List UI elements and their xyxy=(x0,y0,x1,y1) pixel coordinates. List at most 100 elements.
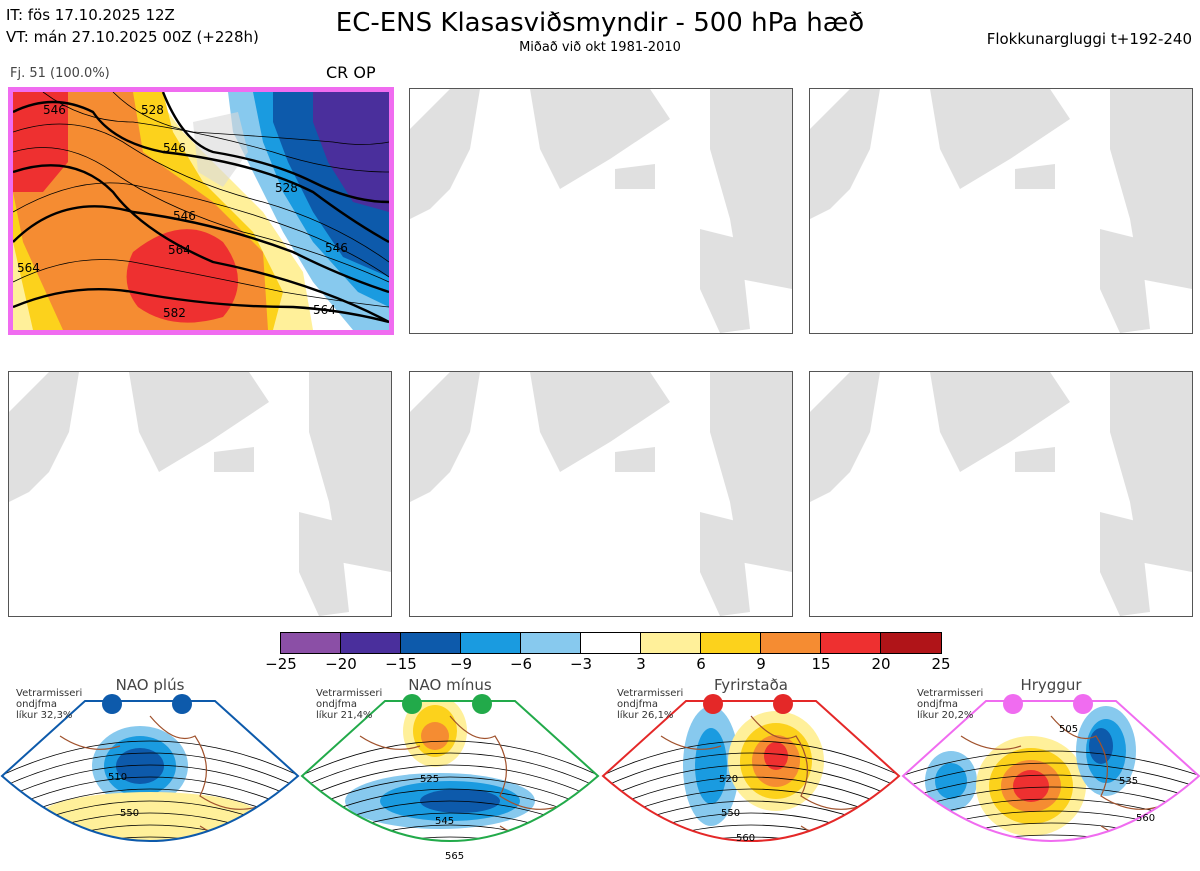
regime-marker xyxy=(102,694,122,714)
colorbar-swatch xyxy=(401,633,461,653)
contour-label: 560 xyxy=(1136,813,1155,824)
colorbar-tick-label: 25 xyxy=(931,655,951,673)
regime-marker xyxy=(773,694,793,714)
colorbar-tick-label: 9 xyxy=(756,655,766,673)
colorbar-swatch xyxy=(701,633,761,653)
contour-label: 528 xyxy=(275,181,298,195)
regime-info-line: Vetrarmisseri xyxy=(316,688,383,699)
regime-info: Vetrarmisseri ondjfma líkur 32,3% xyxy=(16,688,82,721)
colorbar-swatch xyxy=(881,633,941,653)
colorbar-tick-label: −6 xyxy=(509,655,533,673)
colorbar-swatch xyxy=(581,633,641,653)
regime-panel: 525 545 565 NAO mínus Vetrarmisseri ondjfma lí… xyxy=(300,676,600,871)
colorbar-tick-label: −25 xyxy=(265,655,297,673)
regime-map: 505 535 560 xyxy=(901,694,1200,842)
colorbar-tick-label: −3 xyxy=(569,655,593,673)
regime-info-line: líkur 20,2% xyxy=(917,710,974,721)
contour-label: 564 xyxy=(313,303,336,317)
cluster-map-2[interactable] xyxy=(409,88,793,334)
colorbar-swatch xyxy=(341,633,401,653)
regime-panel: 505 535 560 Hryggur Vetrarmisseri ondjfma líku… xyxy=(901,676,1200,871)
regime-title: NAO plús xyxy=(115,676,185,694)
contour-label: 546 xyxy=(173,209,196,223)
regime-map: 520 550 560 xyxy=(601,694,901,844)
regime-info-line: Vetrarmisseri xyxy=(617,688,684,699)
cluster-map-1[interactable]: 546 546 528 564 582 546 564 546 528 564 xyxy=(8,87,394,335)
contour-label: 550 xyxy=(721,808,740,819)
regime-panel: 510 550 NAO plús Vetrarmisseri ondjfma líkur … xyxy=(0,676,300,871)
regime-title: NAO mínus xyxy=(408,676,492,694)
cluster-map-4[interactable] xyxy=(8,371,392,617)
anomaly-map: 546 546 528 564 582 546 564 546 528 564 xyxy=(13,92,389,330)
colorbar-swatch xyxy=(821,633,881,653)
valid-time: VT: mán 27.10.2025 00Z (+228h) xyxy=(6,28,259,46)
contour-label: 528 xyxy=(141,103,164,117)
contour-label: 546 xyxy=(163,141,186,155)
cluster-map-5[interactable] xyxy=(409,371,793,617)
regime-info-line: Vetrarmisseri xyxy=(16,688,83,699)
map-background xyxy=(410,89,792,333)
colorbar-swatch xyxy=(281,633,341,653)
contour-label: 564 xyxy=(168,243,191,257)
run-info: IT: fös 17.10.2025 12Z VT: mán 27.10.202… xyxy=(6,4,259,48)
colorbar-swatch xyxy=(761,633,821,653)
map-background xyxy=(9,372,391,616)
regime-label: CR OP xyxy=(326,63,376,82)
regime-info-line: líkur 21,4% xyxy=(316,710,373,721)
page-subtitle: Miðað við okt 1981-2010 xyxy=(519,40,681,55)
initial-time: IT: fös 17.10.2025 12Z xyxy=(6,6,175,24)
regime-info-line: ondjfma xyxy=(316,699,357,710)
regime-info: Vetrarmisseri ondjfma líkur 21,4% xyxy=(316,688,382,721)
regime-marker xyxy=(472,694,492,714)
regime-info-line: líkur 32,3% xyxy=(16,710,73,721)
cluster-map-6[interactable] xyxy=(809,371,1193,617)
contour-label: 546 xyxy=(325,241,348,255)
contour-label: 546 xyxy=(43,103,66,117)
regime-marker xyxy=(402,694,422,714)
regime-marker xyxy=(703,694,723,714)
colorbar-tick-label: −15 xyxy=(385,655,417,673)
regime-info-line: ondjfma xyxy=(617,699,658,710)
regime-title: Fyrirstaða xyxy=(714,676,788,694)
colorbar-swatch xyxy=(521,633,581,653)
regime-panel: 520 550 560 Fyrirstaða Vetrarmisseri ondjfma l… xyxy=(601,676,901,871)
regime-info-line: ondjfma xyxy=(917,699,958,710)
map-background xyxy=(810,372,1192,616)
contour-label: 505 xyxy=(1059,724,1078,735)
contour-label: 564 xyxy=(17,261,40,275)
colorbar-tick-label: −9 xyxy=(449,655,473,673)
contour-label: 582 xyxy=(163,306,186,320)
regime-info-line: Vetrarmisseri xyxy=(917,688,984,699)
regime-info-line: líkur 26,1% xyxy=(617,710,674,721)
colorbar-tick-label: 20 xyxy=(871,655,891,673)
contour-label: 550 xyxy=(120,808,139,819)
regime-marker xyxy=(172,694,192,714)
contour-label: 510 xyxy=(108,772,127,783)
colorbar-tick-label: 3 xyxy=(636,655,646,673)
cluster-map-3[interactable] xyxy=(809,88,1193,334)
regime-marker xyxy=(1003,694,1023,714)
contour-label: 545 xyxy=(435,816,454,827)
regime-marker xyxy=(1073,694,1093,714)
colorbar-tick-label: 6 xyxy=(696,655,706,673)
regime-info: Vetrarmisseri ondjfma líkur 26,1% xyxy=(617,688,683,721)
contour-label: 535 xyxy=(1119,776,1138,787)
regime-title: Hryggur xyxy=(1020,676,1082,694)
map-background xyxy=(410,372,792,616)
classification-window: Flokkunargluggi t+192-240 xyxy=(986,30,1192,48)
colorbar-tick-label: −20 xyxy=(325,655,357,673)
regime-info-line: ondjfma xyxy=(16,699,57,710)
contour-label: 565 xyxy=(445,851,464,862)
cluster-label: Fj. 51 (100.0%) xyxy=(10,66,110,81)
map-background xyxy=(810,89,1192,333)
page-title: EC-ENS Klasasviðsmyndir - 500 hPa hæð xyxy=(335,8,865,38)
regime-info: Vetrarmisseri ondjfma líkur 20,2% xyxy=(917,688,983,721)
colorbar-swatch xyxy=(641,633,701,653)
colorbar-tick-label: 15 xyxy=(811,655,831,673)
contour-label: 560 xyxy=(736,833,755,844)
contour-label: 520 xyxy=(719,774,738,785)
anomaly-colorbar xyxy=(280,632,942,654)
colorbar-swatch xyxy=(461,633,521,653)
regime-map: 510 550 xyxy=(0,694,300,842)
regime-map: 525 545 565 xyxy=(300,694,600,862)
